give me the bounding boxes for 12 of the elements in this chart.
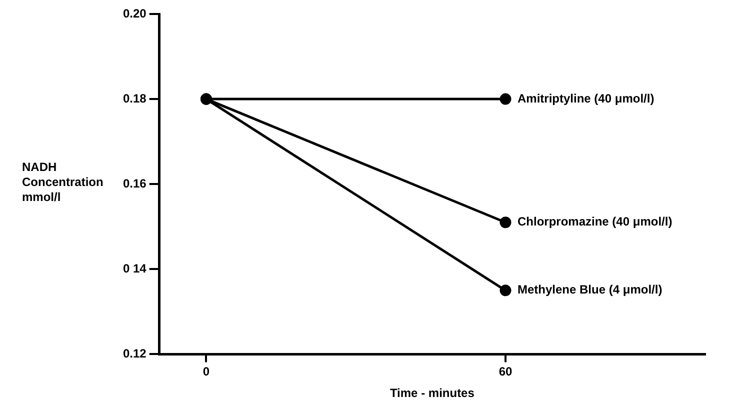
y-axis-title: NADH Concentration mmol/l [22, 160, 104, 205]
y-tick-label: 0.16 [122, 176, 147, 190]
y-tick-label: 0.12 [122, 346, 147, 361]
y-tick-label: 0.18 [122, 91, 147, 106]
y-tick-label: 0 14 [122, 261, 147, 276]
x-tick-label: 0 [202, 364, 210, 379]
series-label: Chlorpromazine (40 μmol/l) [517, 214, 672, 229]
x-axis-title: Time - minutes [390, 386, 475, 400]
series-label: Methylene Blue (4 μmol/l) [517, 282, 662, 297]
y-tick-label: 0.20 [122, 6, 147, 20]
x-tick-label: 60 [498, 364, 512, 379]
series-label: Amitriptyline (40 μmol/l) [517, 91, 654, 106]
